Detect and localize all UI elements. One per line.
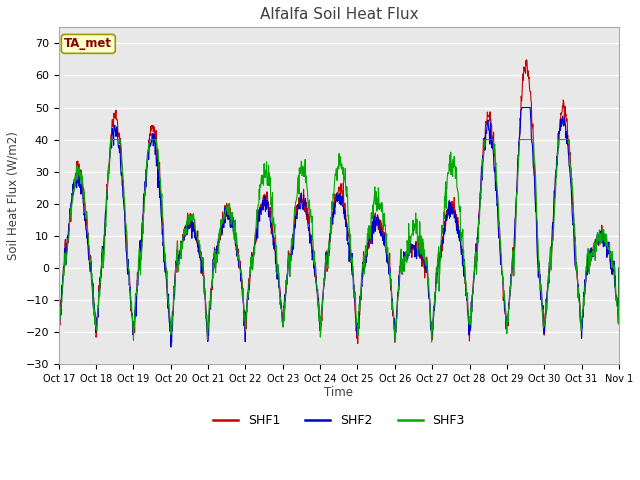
SHF3 <box>500 294 508 300</box>
SHF1 <box>167 341 175 347</box>
SHF2 <box>615 265 623 271</box>
SHF3 <box>107 137 115 143</box>
Legend: SHF1, SHF2, SHF3: SHF1, SHF2, SHF3 <box>208 409 470 432</box>
SHF2 <box>426 308 434 313</box>
Text: TA_met: TA_met <box>65 37 113 50</box>
SHF2 <box>518 105 526 110</box>
SHF1 <box>615 265 623 271</box>
SHF1 <box>523 57 531 63</box>
X-axis label: Time: Time <box>324 385 353 398</box>
SHF2 <box>549 226 557 231</box>
SHF3 <box>426 306 434 312</box>
SHF3 <box>180 229 188 235</box>
SHF1 <box>166 319 173 324</box>
SHF2 <box>499 283 507 289</box>
Line: SHF2: SHF2 <box>59 108 619 347</box>
SHF2 <box>167 344 175 350</box>
SHF1 <box>243 325 250 331</box>
SHF3 <box>243 313 250 319</box>
SHF2 <box>55 333 63 338</box>
SHF2 <box>166 320 173 325</box>
SHF1 <box>426 308 434 313</box>
Line: SHF3: SHF3 <box>59 140 619 342</box>
SHF3 <box>55 336 63 342</box>
SHF3 <box>166 315 174 321</box>
SHF3 <box>428 339 435 345</box>
Title: Alfalfa Soil Heat Flux: Alfalfa Soil Heat Flux <box>259 7 418 22</box>
SHF3 <box>549 237 557 242</box>
SHF2 <box>243 307 250 312</box>
Line: SHF1: SHF1 <box>59 60 619 344</box>
SHF1 <box>549 224 557 229</box>
SHF2 <box>180 236 188 242</box>
Y-axis label: Soil Heat Flux (W/m2): Soil Heat Flux (W/m2) <box>7 132 20 260</box>
SHF1 <box>55 335 63 340</box>
SHF3 <box>615 265 623 271</box>
SHF1 <box>180 238 188 244</box>
SHF1 <box>499 298 507 303</box>
